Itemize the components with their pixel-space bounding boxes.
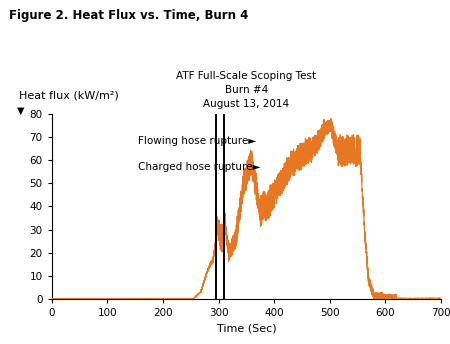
- X-axis label: Time (Sec): Time (Sec): [216, 324, 276, 334]
- Title: ATF Full-Scale Scoping Test
Burn #4
August 13, 2014: ATF Full-Scale Scoping Test Burn #4 Augu…: [176, 71, 316, 109]
- Text: Heat flux (kW/m²): Heat flux (kW/m²): [18, 90, 118, 100]
- Text: Flowing hose rupture►: Flowing hose rupture►: [138, 136, 256, 147]
- Text: Figure 2. Heat Flux vs. Time, Burn 4: Figure 2. Heat Flux vs. Time, Burn 4: [9, 9, 248, 22]
- Text: Charged hose rupture►: Charged hose rupture►: [138, 162, 261, 172]
- Text: ▼: ▼: [17, 106, 24, 116]
